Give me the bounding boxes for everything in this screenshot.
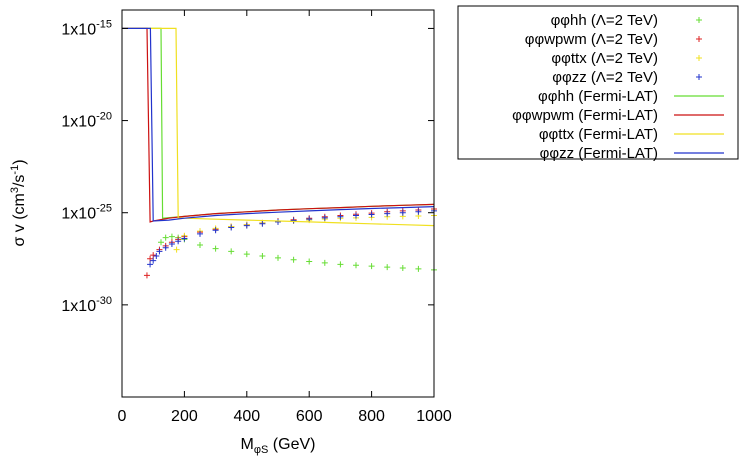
series-2-point (173, 246, 180, 253)
x-tick-label: 1000 (416, 408, 452, 425)
series-0-point (337, 261, 344, 268)
y-axis-label: σ v (cm3/s-1) (9, 159, 28, 246)
series-1-point (150, 252, 157, 259)
series-0-point (275, 254, 281, 261)
series-3-point (306, 216, 313, 223)
legend-swatch-point (696, 36, 702, 42)
series-3-point (275, 218, 281, 225)
legend-swatch-point (696, 74, 702, 80)
legend: φφhh (Λ=2 TeV) φφwpwm (Λ=2 TeV) φφttx (Λ=2… (457, 5, 739, 162)
series-0-point (384, 264, 391, 271)
series-0-point (353, 262, 359, 269)
x-tick-label: 400 (233, 408, 260, 425)
series-3-point (243, 222, 250, 229)
series-3-point (259, 220, 266, 227)
series-3-point (337, 213, 344, 220)
y-axis-ticks: 1x10-15 1x10-20 1x10-25 1x10-30 (61, 18, 434, 315)
series-line-7 (122, 27, 435, 222)
series-3-point (168, 241, 175, 248)
plot-area-frame (121, 9, 435, 398)
legend-swatch-point (696, 17, 702, 23)
series-0-point (321, 259, 328, 266)
series-3-point (384, 210, 391, 217)
series-3-point (321, 214, 328, 221)
legend-label: φφwpwm (Fermi-LAT) (512, 107, 658, 124)
series-3-point (368, 211, 375, 218)
y-tick-label: 1x10-25 (61, 203, 112, 223)
series-0-point (228, 248, 235, 255)
series-0-point (197, 241, 203, 248)
series-0-point (290, 256, 297, 263)
legend-label: φφhh (Fermi-LAT) (538, 88, 658, 105)
series-0-point (399, 265, 406, 271)
series-3-point (197, 230, 203, 237)
series-0-point (306, 258, 313, 265)
series-0-point (368, 263, 375, 270)
series-3-point (150, 257, 157, 264)
x-tick-label: 200 (171, 408, 198, 425)
series-3-point (156, 248, 163, 255)
series-line-5 (122, 27, 435, 223)
legend-label: φφttx (Fermi-LAT) (539, 126, 658, 143)
series-3-point (212, 227, 219, 234)
x-tick-label: 600 (296, 408, 323, 425)
x-tick-label: 0 (118, 408, 127, 425)
series-1-point (147, 255, 154, 262)
series-0-point (162, 234, 169, 241)
y-tick-label: 1x10-20 (61, 111, 112, 131)
series-3-point (162, 244, 169, 251)
x-axis-label: MφS (GeV) (241, 436, 316, 456)
series-0-point (243, 251, 250, 258)
series-3-point (228, 224, 235, 231)
series-1-point (143, 272, 150, 279)
series-0-point (212, 245, 219, 252)
series-0-point (158, 239, 164, 246)
legend-label: φφhh (Λ=2 TeV) (551, 12, 658, 29)
series-3-point (175, 238, 182, 245)
legend-label: φφttx (Λ=2 TeV) (551, 50, 658, 67)
legend-entries: φφhh (Λ=2 TeV) φφwpwm (Λ=2 TeV) φφttx (Λ=2… (512, 12, 724, 162)
legend-label: φφzz (Fermi-LAT) (540, 145, 658, 162)
plot-series (122, 27, 437, 279)
series-3-point (399, 209, 406, 216)
legend-label: φφzz (Λ=2 TeV) (552, 69, 658, 86)
legend-label: φφwpwm (Λ=2 TeV) (525, 31, 658, 48)
series-3-point (147, 261, 154, 268)
y-tick-label: 1x10-15 (61, 18, 112, 38)
series-0-point (415, 265, 422, 272)
series-3-point (415, 208, 422, 215)
y-tick-label: 1x10-30 (61, 295, 112, 315)
series-3-point (181, 235, 188, 242)
series-3-point (290, 217, 297, 224)
series-0-point (168, 233, 175, 240)
x-tick-label: 800 (358, 408, 385, 425)
series-line-4 (122, 27, 435, 219)
series-3-point (353, 212, 359, 219)
x-axis-ticks: 0 200 400 600 800 1000 (118, 10, 452, 425)
series-0-point (259, 253, 266, 260)
series-3-point (153, 253, 160, 260)
legend-swatch-point (696, 55, 702, 61)
series-line-6 (122, 27, 435, 227)
